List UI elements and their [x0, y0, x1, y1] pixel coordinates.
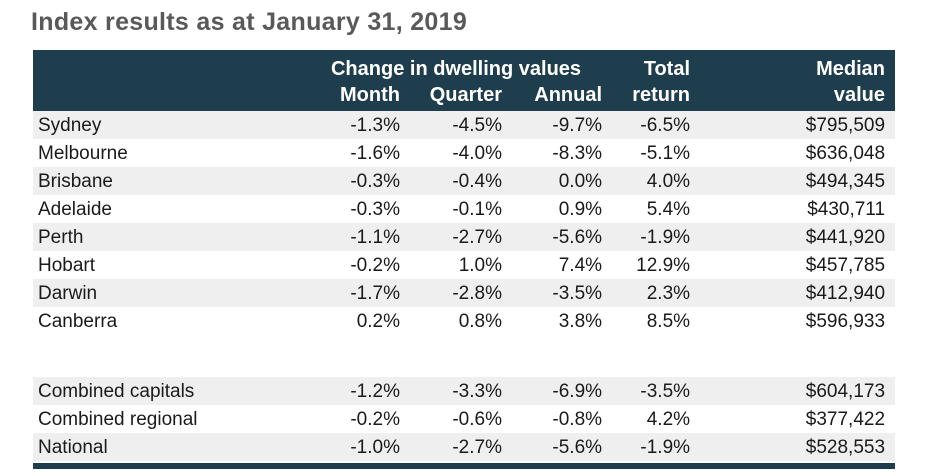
cell-month: -1.3% [300, 111, 410, 139]
cell-region: Darwin [33, 279, 300, 307]
cell-total-return: -1.9% [612, 223, 701, 251]
cell-region: Canberra [38, 310, 118, 332]
header-annual: Annual [512, 82, 613, 111]
cell-quarter: -2.8% [410, 279, 512, 307]
page-title: Index results as at January 31, 2019 [31, 8, 468, 36]
cell-median-value: $430,711 [807, 198, 886, 220]
cell-region: Sydney [33, 111, 300, 139]
cell-month: -0.2% [350, 254, 400, 276]
cell-quarter: 0.8% [458, 310, 502, 332]
cell-annual: 0.0% [512, 167, 613, 195]
cell-annual: -5.6% [512, 223, 613, 251]
cell-median-value: $377,422 [805, 408, 886, 430]
cell-annual: -8.3% [552, 142, 603, 164]
cell-annual: -9.7% [512, 111, 613, 139]
index-results-table: Change in dwelling values Total Median M… [33, 50, 896, 461]
header-month: Month [300, 82, 410, 111]
table-row-sydney: Sydney -1.3% -4.5% -9.7% -6.5% $795,509 [33, 111, 896, 139]
cell-total-return: -6.5% [612, 111, 701, 139]
table-row-hobart: Hobart -0.2% 1.0% 7.4% 12.9% $457,785 [33, 251, 895, 279]
cell-month: -1.0% [300, 433, 410, 461]
cell-annual: 3.8% [558, 310, 603, 332]
header-region-blank [33, 82, 300, 111]
table-row-perth: Perth -1.1% -2.7% -5.6% -1.9% $441,920 [33, 223, 896, 251]
cell-annual: -3.5% [512, 279, 613, 307]
cell-median-value: $596,933 [805, 310, 886, 332]
header-row-columns: Month Quarter Annual return value [33, 82, 896, 111]
table-row-brisbane: Brisbane -0.3% -0.4% 0.0% 4.0% $494,345 [33, 167, 896, 195]
blank-spacer-row [33, 335, 896, 377]
cell-total-return: 2.3% [612, 279, 701, 307]
cell-month: -0.3% [350, 198, 400, 220]
cell-quarter: -4.0% [452, 142, 502, 164]
cell-month: -1.1% [300, 223, 410, 251]
table-row-national: National -1.0% -2.7% -5.6% -1.9% $528,55… [33, 433, 896, 461]
cell-total-return: -5.1% [640, 142, 691, 164]
table-header: Change in dwelling values Total Median M… [33, 50, 896, 111]
table-bottom-border [33, 463, 895, 469]
cell-region: Hobart [38, 254, 96, 276]
cell-median-value: $795,509 [700, 111, 896, 139]
cell-total-return: 5.4% [646, 198, 691, 220]
cell-total-return: 8.5% [646, 310, 691, 332]
cell-quarter: -2.7% [410, 433, 512, 461]
cell-total-return: 12.9% [636, 254, 691, 276]
cell-annual: 7.4% [558, 254, 603, 276]
cell-median-value: $636,048 [805, 142, 886, 164]
table-row-melbourne: Melbourne -1.6% -4.0% -8.3% -5.1% $636,0… [33, 139, 895, 167]
header-row-group: Change in dwelling values Total Median [33, 50, 896, 82]
table-row-combined-regional: Combined regional -0.2% -0.6% -0.8% 4.2%… [33, 405, 895, 433]
table-row-darwin: Darwin -1.7% -2.8% -3.5% 2.3% $412,940 [33, 279, 896, 307]
cell-annual: -0.8% [552, 408, 603, 430]
cell-region: Perth [33, 223, 300, 251]
cell-quarter: -3.3% [410, 377, 512, 405]
header-total-line2: return [612, 82, 701, 111]
page: Index results as at January 31, 2019 Cha… [0, 8, 928, 469]
blank-cell [33, 335, 896, 377]
cell-region: Combined capitals [33, 377, 300, 405]
cell-total-return: -1.9% [612, 433, 701, 461]
cell-median-value: $604,173 [700, 377, 896, 405]
header-quarter: Quarter [410, 82, 512, 111]
cell-median-value: $494,345 [700, 167, 896, 195]
cell-month: -0.2% [350, 408, 400, 430]
cell-region: Combined regional [38, 408, 198, 430]
cell-region: Adelaide [38, 198, 112, 220]
cell-quarter: -0.1% [452, 198, 502, 220]
cell-quarter: 1.0% [458, 254, 502, 276]
cell-total-return: -3.5% [612, 377, 701, 405]
cell-region: Melbourne [38, 142, 128, 164]
table-row-adelaide: Adelaide -0.3% -0.1% 0.9% 5.4% $430,711 [33, 195, 895, 223]
cell-quarter: -4.5% [410, 111, 512, 139]
cell-quarter: -2.7% [410, 223, 512, 251]
cell-region: Brisbane [33, 167, 300, 195]
cell-median-value: $441,920 [700, 223, 896, 251]
header-median-line2: value [700, 82, 896, 111]
cell-region: National [33, 433, 300, 461]
cell-month: -1.6% [350, 142, 400, 164]
table-row-canberra: Canberra 0.2% 0.8% 3.8% 8.5% $596,933 [33, 307, 895, 335]
cell-median-value: $528,553 [700, 433, 896, 461]
cell-month: -1.2% [300, 377, 410, 405]
cell-median-value: $457,785 [805, 254, 886, 276]
header-median-line1: Median [700, 50, 896, 82]
cell-annual: 0.9% [558, 198, 603, 220]
cell-annual: -5.6% [512, 433, 613, 461]
table-body: Sydney -1.3% -4.5% -9.7% -6.5% $795,509 … [33, 111, 896, 461]
header-total-line1: Total [612, 50, 701, 82]
cell-month: 0.2% [356, 310, 400, 332]
cell-total-return: 4.2% [646, 408, 691, 430]
cell-quarter: -0.6% [452, 408, 502, 430]
cell-total-return: 4.0% [612, 167, 701, 195]
cell-month: -1.7% [300, 279, 410, 307]
cell-median-value: $412,940 [700, 279, 896, 307]
header-region-blank [33, 50, 300, 82]
cell-quarter: -0.4% [410, 167, 512, 195]
table-row-combined-capitals: Combined capitals -1.2% -3.3% -6.9% -3.5… [33, 377, 896, 405]
cell-month: -0.3% [300, 167, 410, 195]
cell-annual: -6.9% [512, 377, 613, 405]
group-header-change-in-dwelling-values: Change in dwelling values [300, 50, 613, 82]
